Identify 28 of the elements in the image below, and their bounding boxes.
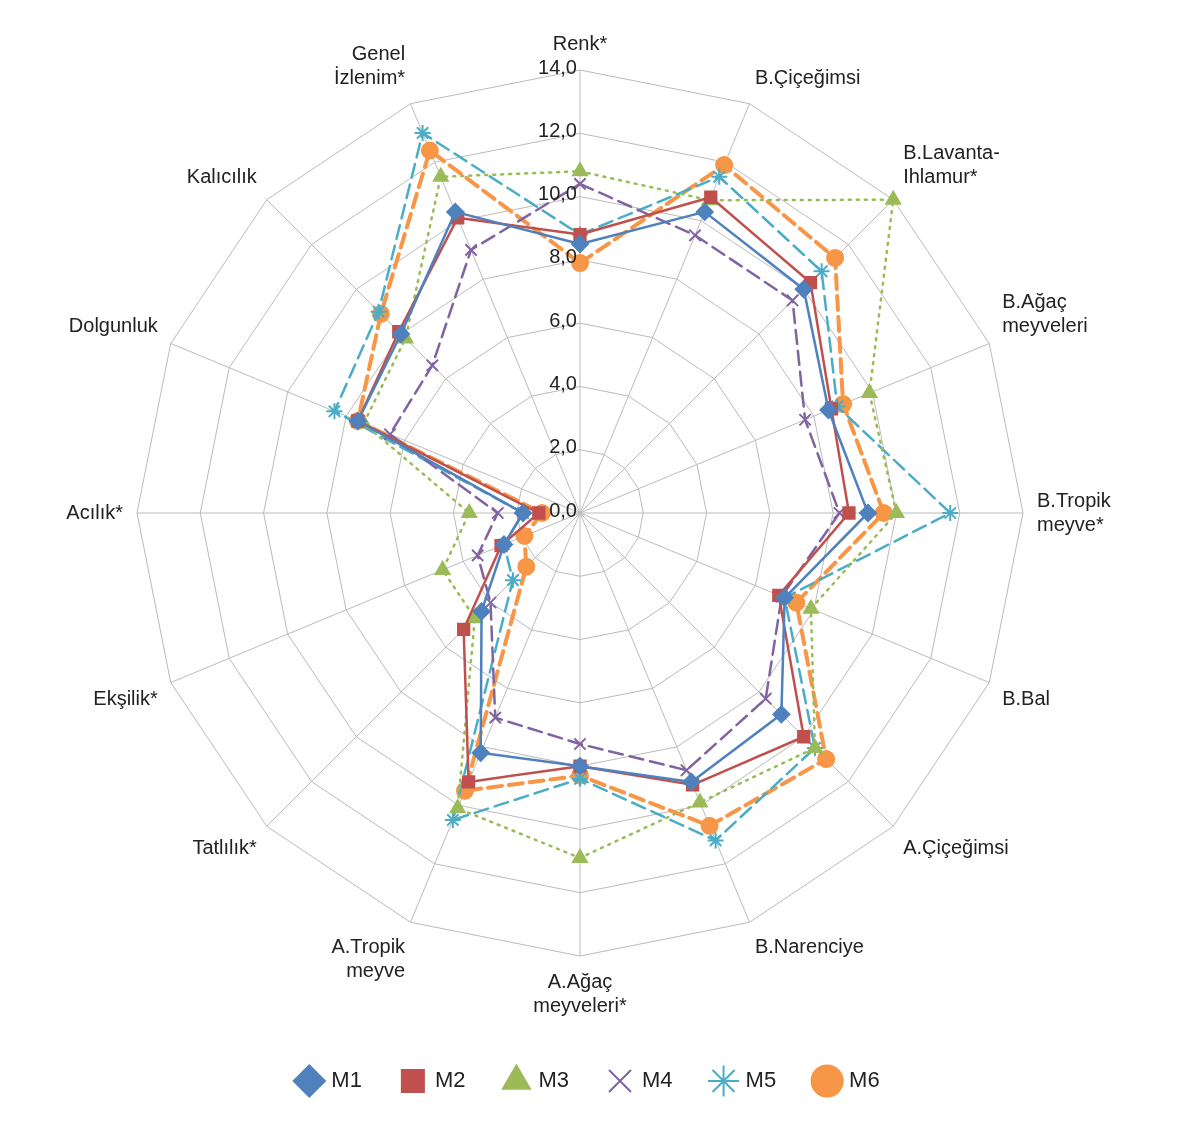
y-tick-label: 6,0 (549, 308, 577, 331)
spoke-label: Genel İzlenim* (333, 42, 406, 89)
y-tick-label: 12,0 (538, 118, 577, 141)
legend-label: M2 (434, 1067, 466, 1093)
spoke-label: B.Ağaç meyveleri (1002, 289, 1088, 336)
spoke-label: B.Çiçeğimsi (754, 66, 861, 89)
legend-label: M6 (849, 1067, 880, 1093)
spoke-label: B.Narenciye (754, 934, 864, 957)
y-tick-label: 14,0 (538, 55, 577, 78)
y-tick-label: 4,0 (549, 371, 577, 394)
spoke-label: Tatlılık* (192, 835, 258, 858)
legend-label: M4 (642, 1067, 673, 1093)
spoke-label: B.Lavanta-Ihlamur* (903, 141, 1000, 188)
spoke-label: Acılık* (66, 500, 124, 523)
legend-label: M5 (745, 1067, 777, 1093)
y-tick-label: 2,0 (549, 435, 577, 458)
spoke-label: B.Bal (1002, 687, 1051, 710)
spoke-label: Renk* (552, 31, 608, 54)
spoke-label: A.Çiçeğimsi (903, 835, 1009, 858)
y-tick-label: 0,0 (549, 498, 577, 521)
spoke-label: A.Ağaç meyveleri* (533, 969, 627, 1016)
spoke-label: Dolgunluk (68, 313, 159, 336)
spoke-label: A.Tropik meyve (331, 934, 407, 981)
spoke-label: Ekşilik* (93, 687, 158, 710)
spoke-label: B.Tropik meyve* (1037, 488, 1112, 535)
spoke-label: Kalıcılık (186, 165, 258, 188)
legend-label: M1 (331, 1067, 362, 1093)
legend-label: M3 (538, 1067, 569, 1093)
